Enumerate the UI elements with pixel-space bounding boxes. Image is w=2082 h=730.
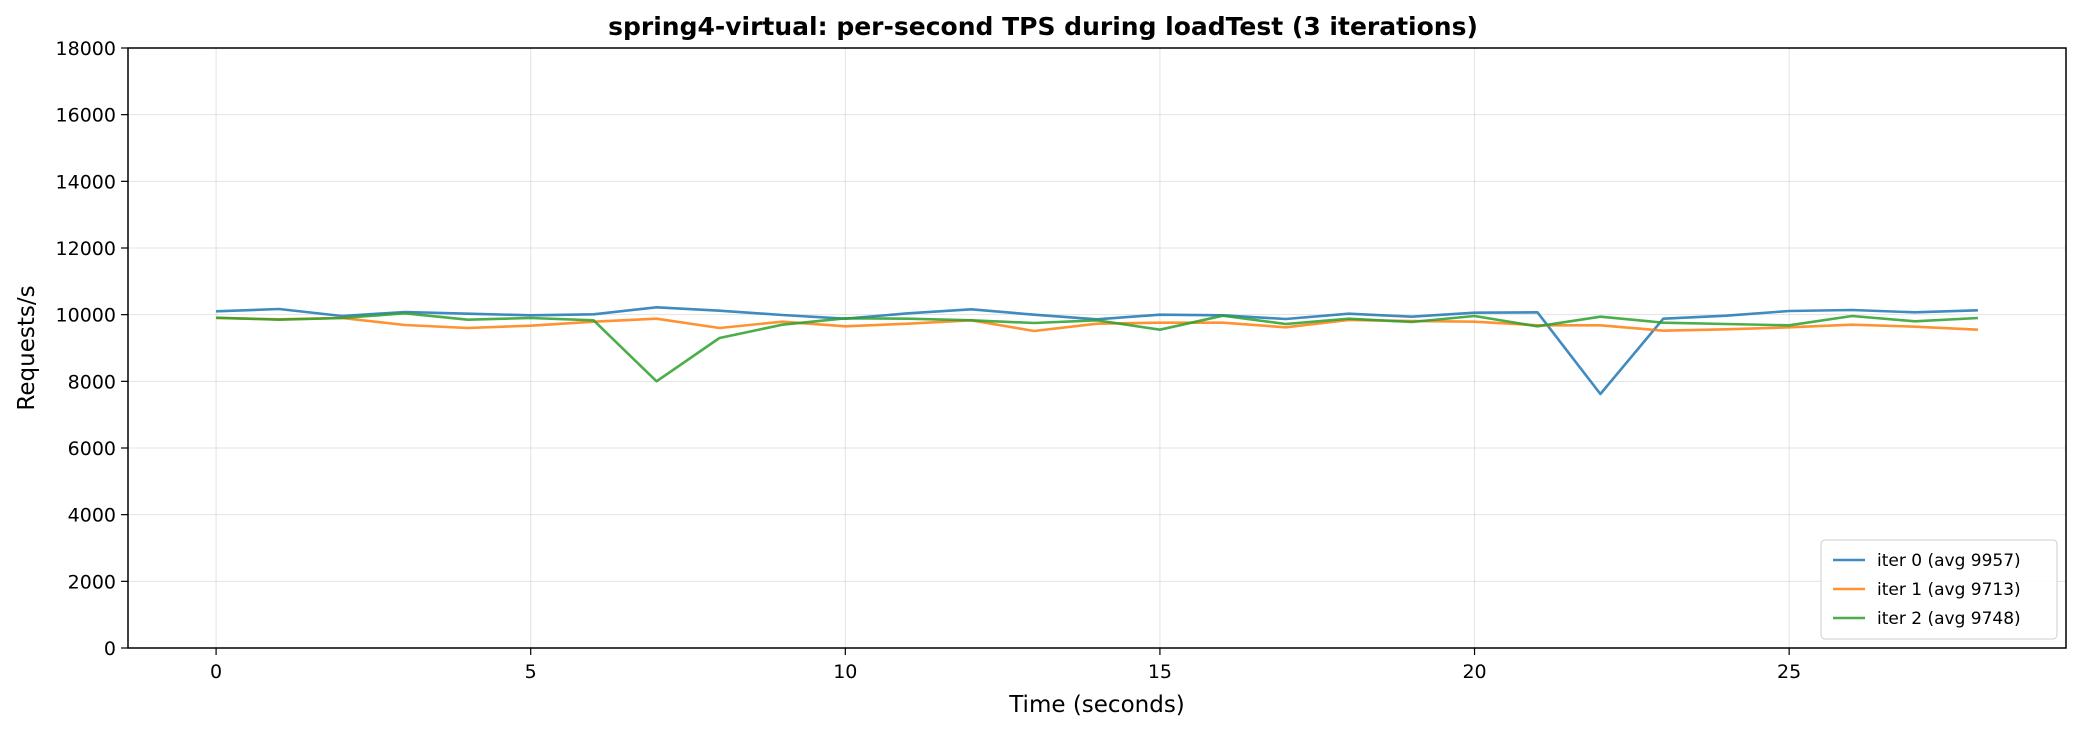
y-tick-label: 6000	[68, 438, 116, 460]
x-axis-label: Time (seconds)	[1008, 692, 1185, 718]
y-tick-label: 8000	[68, 371, 116, 393]
plot-frame	[127, 47, 2067, 649]
y-tick-label: 0	[104, 638, 116, 660]
y-tick-label: 10000	[56, 305, 116, 327]
series-lines	[216, 306, 1978, 396]
legend-label-iter-0: iter 0 (avg 9957)	[1877, 551, 2021, 571]
x-tick-label: 15	[1148, 661, 1172, 683]
y-tick-label: 4000	[68, 505, 116, 527]
legend: iter 0 (avg 9957) iter 1 (avg 9713) iter 2…	[1820, 539, 2058, 640]
y-tick-label: 2000	[68, 571, 116, 593]
x-tick-label: 0	[210, 661, 222, 683]
x-tick-label: 25	[1777, 661, 1801, 683]
x-tick-label: 5	[525, 661, 537, 683]
y-tick-label: 18000	[56, 38, 116, 60]
chart-title: spring4-virtual: per-second TPS during l…	[608, 12, 1478, 41]
x-tick-label: 20	[1462, 661, 1486, 683]
gridlines	[128, 47, 2066, 649]
x-tick-label: 10	[833, 661, 857, 683]
legend-label-iter-1: iter 1 (avg 9713)	[1877, 580, 2021, 600]
y-tick-label: 14000	[56, 171, 116, 193]
series-line-iter-2	[216, 312, 1978, 383]
series-line-iter-1	[216, 316, 1978, 333]
axis-ticks: 0 5 10 15 20 25 0 2000 4000 6000 8000 10000 12000 140…	[56, 38, 1802, 683]
y-tick-label: 16000	[56, 105, 116, 127]
y-tick-label: 12000	[56, 238, 116, 260]
legend-label-iter-2: iter 2 (avg 9748)	[1877, 609, 2021, 629]
legend-box	[1820, 539, 2058, 640]
y-axis-label: Requests/s	[14, 285, 40, 410]
